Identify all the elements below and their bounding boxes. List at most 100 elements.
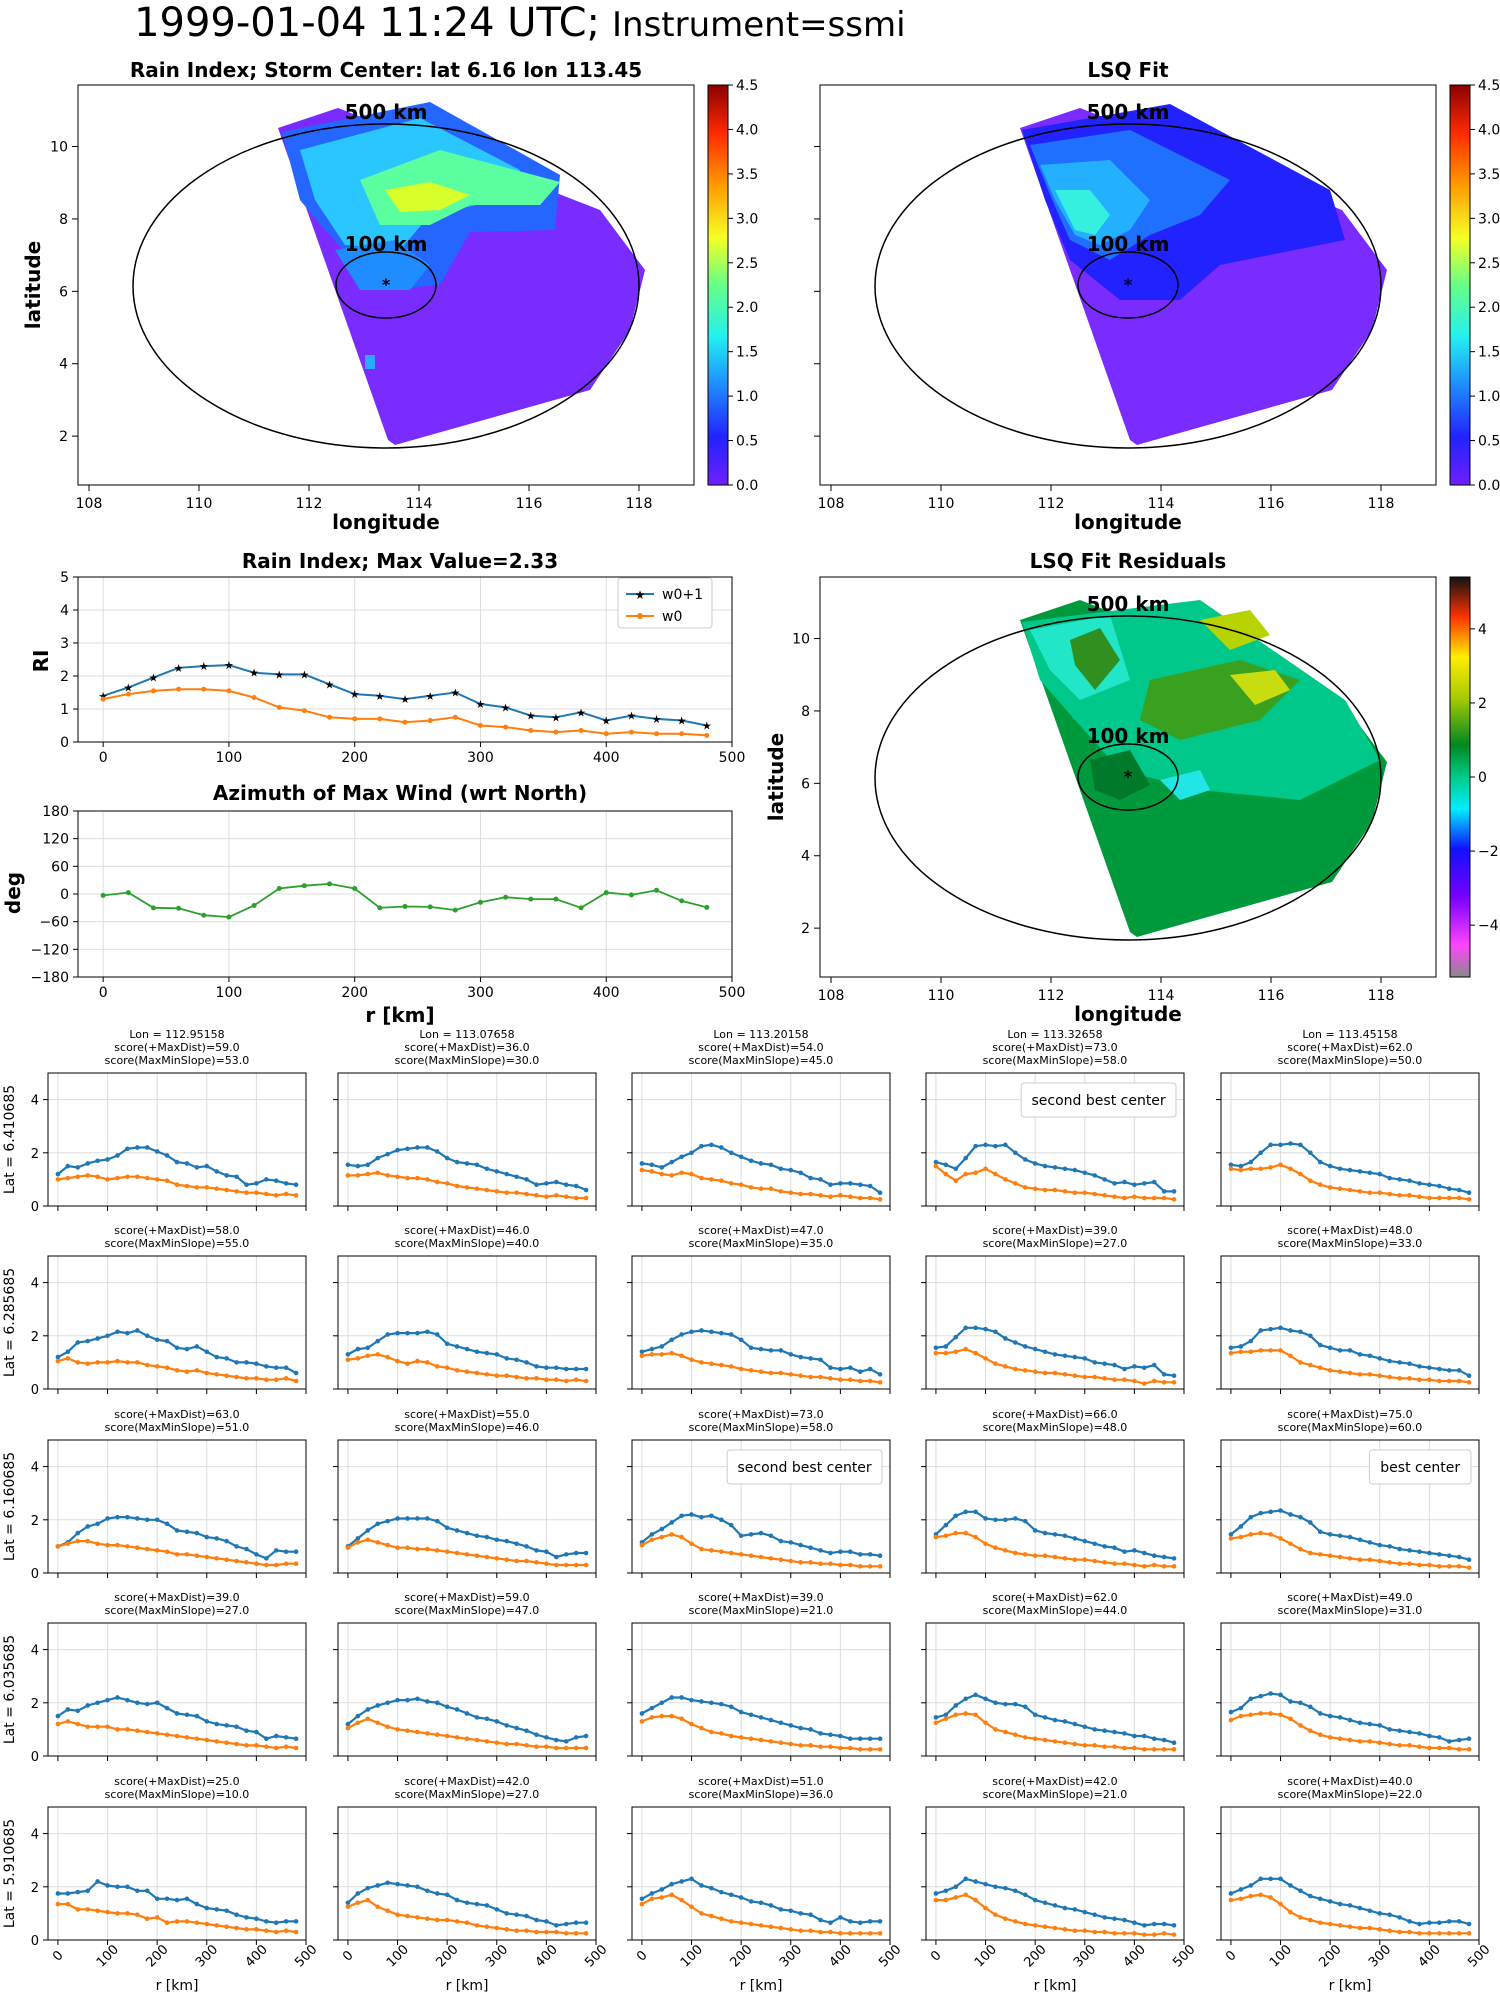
data-point xyxy=(115,1911,120,1916)
data-point xyxy=(838,1562,843,1568)
data-point xyxy=(828,1376,833,1381)
data-point xyxy=(355,1891,361,1896)
data-point xyxy=(943,1344,949,1349)
data-point: ★ xyxy=(123,682,133,695)
data-point xyxy=(375,1521,380,1527)
data-point xyxy=(283,1549,289,1555)
data-point xyxy=(55,1177,61,1182)
data-point xyxy=(699,1360,704,1365)
data-point xyxy=(1132,1920,1137,1926)
data-point xyxy=(1327,1735,1333,1740)
data-point xyxy=(788,1540,794,1545)
data-point xyxy=(639,1349,645,1355)
data-point xyxy=(194,1185,200,1190)
data-point xyxy=(514,1174,519,1180)
data-point xyxy=(385,1880,390,1886)
data-point xyxy=(788,1558,794,1564)
data-point xyxy=(55,1901,61,1907)
data-point xyxy=(95,1336,100,1341)
data-point xyxy=(224,1723,229,1728)
data-point xyxy=(385,1908,390,1914)
data-point xyxy=(115,1358,120,1364)
data-point xyxy=(1022,1185,1028,1190)
data-point xyxy=(1387,1560,1392,1565)
data-point xyxy=(164,1549,170,1555)
data-point xyxy=(669,1173,674,1178)
data-point xyxy=(563,1378,569,1384)
map-xtick-label: 118 xyxy=(1368,496,1395,512)
colorbar-tick-label: 4.0 xyxy=(1478,122,1500,138)
data-point xyxy=(808,1727,813,1732)
plot-frame xyxy=(47,1806,307,1941)
data-point xyxy=(573,1366,579,1372)
data-point xyxy=(244,1915,249,1920)
data-point xyxy=(244,1728,249,1734)
xtick-label: 400 xyxy=(1416,1942,1444,1970)
xtick-label: 500 xyxy=(876,1942,904,1970)
data-point xyxy=(405,1330,410,1336)
data-point xyxy=(963,1876,968,1882)
data-point xyxy=(135,1516,140,1521)
data-point xyxy=(135,1888,140,1894)
data-point xyxy=(1228,1717,1234,1723)
data-point xyxy=(1228,1532,1234,1537)
plot-frame xyxy=(925,1622,1185,1757)
data-point xyxy=(963,1696,968,1702)
data-point xyxy=(1072,1907,1078,1912)
res-label-100km: 100 km xyxy=(1087,724,1170,748)
data-point xyxy=(1238,1167,1244,1173)
data-point xyxy=(554,1745,559,1751)
data-point xyxy=(464,1920,470,1926)
data-point xyxy=(709,1700,714,1706)
data-point xyxy=(1298,1888,1303,1894)
data-point xyxy=(415,1175,420,1181)
data-point xyxy=(838,1377,843,1382)
data-point xyxy=(554,1193,559,1198)
profile-cell: score(+MaxDist)=39.0score(MaxMinSlope)=2… xyxy=(627,1591,891,1761)
data-point xyxy=(1308,1520,1313,1525)
data-point xyxy=(1268,1711,1273,1716)
data-point xyxy=(474,1737,480,1743)
data-point xyxy=(578,905,584,911)
data-point xyxy=(933,1720,939,1726)
data-point xyxy=(848,1549,853,1555)
data-point xyxy=(105,1909,110,1915)
data-point xyxy=(983,1142,988,1148)
data-point xyxy=(838,1915,843,1920)
data-point xyxy=(654,887,660,893)
data-point xyxy=(1456,1931,1462,1936)
data-point xyxy=(867,1195,873,1201)
data-point xyxy=(1298,1142,1303,1148)
data-point xyxy=(1317,1365,1323,1371)
data-point xyxy=(1102,1544,1107,1549)
data-point xyxy=(877,1564,883,1569)
data-point xyxy=(464,1552,470,1557)
data-point xyxy=(1052,1165,1058,1170)
data-point xyxy=(1003,1701,1008,1707)
data-point xyxy=(164,1178,170,1184)
data-point xyxy=(758,1923,764,1928)
data-point xyxy=(1082,1170,1088,1176)
data-point xyxy=(1466,1197,1472,1202)
data-point xyxy=(1427,1920,1432,1926)
data-point xyxy=(1446,1931,1452,1936)
series-line xyxy=(1230,1692,1470,1743)
data-point xyxy=(719,1889,724,1895)
data-point xyxy=(838,1181,843,1186)
data-point xyxy=(135,1700,140,1706)
data-point xyxy=(504,1538,509,1544)
data-point xyxy=(1042,1163,1048,1169)
data-point xyxy=(1022,1518,1028,1524)
data-point xyxy=(194,1713,200,1719)
data-point xyxy=(214,1556,219,1561)
data-point xyxy=(1102,1744,1107,1749)
data-point xyxy=(251,903,257,909)
data-point xyxy=(709,1142,714,1148)
azimuth-chart: Azimuth of Max Wind (wrt North) deg 0 100… xyxy=(1,781,745,1027)
data-point xyxy=(1337,1166,1343,1172)
data-point xyxy=(514,1374,519,1380)
data-point xyxy=(1417,1562,1422,1568)
data-point xyxy=(204,1163,210,1169)
data-point xyxy=(857,1369,863,1375)
data-point: ★ xyxy=(450,687,460,700)
